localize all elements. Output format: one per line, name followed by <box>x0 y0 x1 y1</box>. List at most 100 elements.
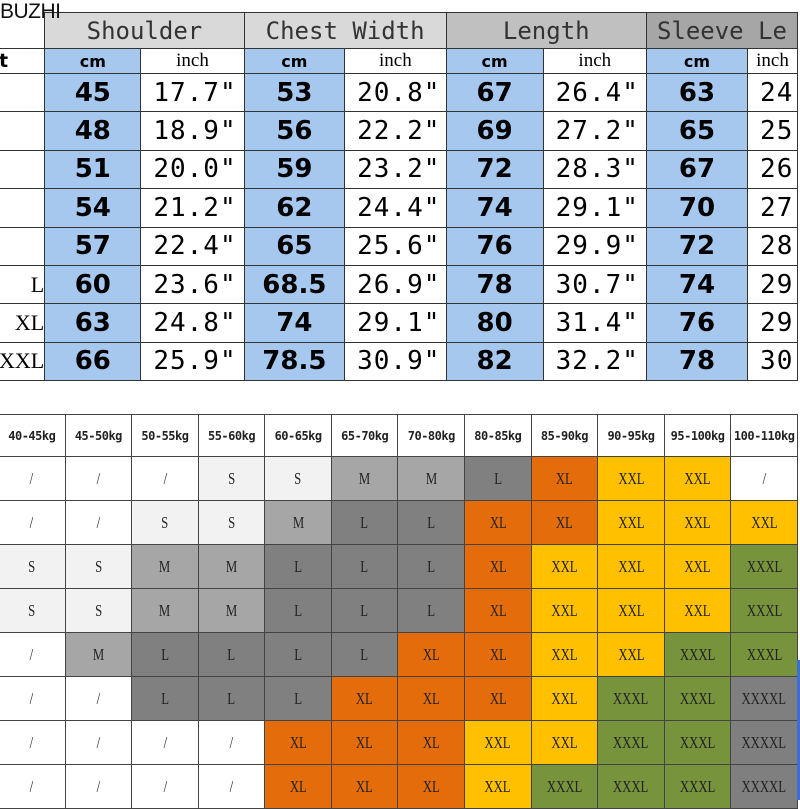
inch-value: 20.8" <box>344 72 447 113</box>
cm-value: 78 <box>445 264 544 305</box>
size-cell-label: XL <box>555 468 573 488</box>
size-cell: M <box>197 544 266 589</box>
size-cell: / <box>197 720 266 765</box>
size-cell-label: XXL <box>751 512 778 532</box>
size-cell: S <box>197 456 266 501</box>
size-cell: L <box>264 588 332 633</box>
size-label <box>0 188 46 228</box>
size-cell-label: L <box>294 556 302 576</box>
size-cell-label: XL <box>356 688 374 708</box>
inch-value: 31.4" <box>542 303 647 343</box>
cm-value: 60 <box>44 264 142 305</box>
size-cell: XXL <box>530 720 599 765</box>
size-cell: XXXL <box>663 676 732 721</box>
table-row: / M L L L L XL XL XXL XXL XXXL XXXL <box>0 632 798 677</box>
size-cell: XL <box>397 676 466 721</box>
size-cell: L <box>330 588 399 633</box>
inch-value: 27.2" <box>542 111 647 151</box>
cm-value: 45 <box>44 72 142 113</box>
size-cell-label: / <box>30 512 34 532</box>
unit-inch: inch <box>344 48 447 74</box>
size-cell-label: XXL <box>551 556 578 576</box>
size-cell: L <box>330 500 399 545</box>
inch-value: 28.3" <box>542 149 647 190</box>
size-cell: XXXL <box>663 764 732 809</box>
cm-value: 74 <box>445 188 544 228</box>
unit-cm: cm <box>243 48 346 74</box>
inch-value: 29 <box>747 303 798 343</box>
inch-value: 29 <box>747 264 798 305</box>
table-row: S S M M L L L XL XXL XXL XXL XXXL <box>0 588 798 633</box>
size-cell-label: L <box>427 556 436 576</box>
size-cell: XXL <box>663 544 732 589</box>
size-cell: XXL <box>597 544 665 589</box>
size-cell: XXXXL <box>730 676 798 721</box>
size-cell: L <box>131 676 199 721</box>
size-cell: / <box>64 676 133 721</box>
size-cell: XXXL <box>663 720 732 765</box>
size-cell: L <box>264 632 332 677</box>
size-cell: / <box>197 764 266 809</box>
size-cell: L <box>464 456 532 501</box>
inch-value: 22.2" <box>344 111 447 151</box>
size-cell-label: XL <box>356 732 374 752</box>
cm-value: 67 <box>445 72 544 113</box>
size-cell-label: XXL <box>684 468 711 488</box>
cm-value: 78 <box>645 341 749 382</box>
size-cell: / <box>131 764 199 809</box>
size-cell-label: XXXL <box>679 688 716 708</box>
inch-value: 29.1" <box>344 303 447 343</box>
size-cell-label: / <box>96 776 101 796</box>
size-cell: L <box>397 588 466 633</box>
cm-value: 82 <box>445 341 544 382</box>
size-cell-label: XXL <box>617 644 645 664</box>
weight-column-header: 90-95kg <box>597 414 665 457</box>
size-cell-label: XXL <box>617 600 645 620</box>
table-row: L 60 23.6" 68.5 26.9" 78 30.7" 74 29 <box>0 264 798 305</box>
size-cell-label: S <box>227 512 236 532</box>
size-cell-label: M <box>225 556 238 576</box>
size-cell-label: S <box>294 468 302 488</box>
size-cell: L <box>264 544 332 589</box>
size-cell-label: / <box>30 644 34 664</box>
size-cell-label: XXL <box>484 776 511 796</box>
size-cell: XXL <box>464 764 532 809</box>
size-cell-label: XXXL <box>746 556 782 576</box>
size-cell-label: L <box>161 644 169 664</box>
size-cell-label: XXL <box>684 600 711 620</box>
table-row: 54 21.2" 62 24.4" 74 29.1" 70 27 <box>0 188 798 228</box>
size-cell-label: XL <box>489 556 507 576</box>
size-cell-label: XXL <box>551 732 578 752</box>
size-cell-label: XXXL <box>613 688 649 708</box>
size-cell-label: L <box>427 512 436 532</box>
size-cell: / <box>0 632 66 677</box>
size-cell: / <box>64 456 133 501</box>
table-row: / / / / XL XL XL XXL XXL XXXL XXXL XXXXL <box>0 720 798 765</box>
size-cell-label: XXL <box>617 468 645 488</box>
size-cell-label: XXL <box>551 644 578 664</box>
size-cell-label: XXL <box>484 732 511 752</box>
size-cell-label: L <box>493 468 502 488</box>
size-cell: XL <box>530 500 599 545</box>
size-cell: XXL <box>530 588 599 633</box>
size-cell: XXXL <box>597 720 665 765</box>
size-label <box>0 72 46 113</box>
size-cell: XXL <box>663 588 732 633</box>
cm-value: 63 <box>645 72 749 113</box>
size-cell: XXXL <box>730 544 798 589</box>
inch-value: 22.4" <box>140 226 245 266</box>
size-cell-label: S <box>94 556 102 576</box>
size-cell: XXXL <box>730 632 798 677</box>
inch-value: 24.4" <box>344 188 447 228</box>
size-cell-label: / <box>30 776 34 796</box>
size-cell: M <box>64 632 133 677</box>
size-cell-label: XXL <box>551 600 578 620</box>
table-row: XXL 66 25.9" 78.5 30.9" 82 32.2" 78 30 <box>0 341 798 382</box>
size-cell-label: / <box>30 732 34 752</box>
inch-value: 20.0" <box>140 149 245 190</box>
inch-value: 26.9" <box>344 264 447 305</box>
size-cell-label: / <box>96 468 101 488</box>
inch-value: 26.4" <box>542 72 647 113</box>
size-cell: S <box>0 544 66 589</box>
weight-size-chart: 40-45kg 45-50kg 50-55kg 55-60kg 60-65kg 65-70… <box>0 414 798 809</box>
